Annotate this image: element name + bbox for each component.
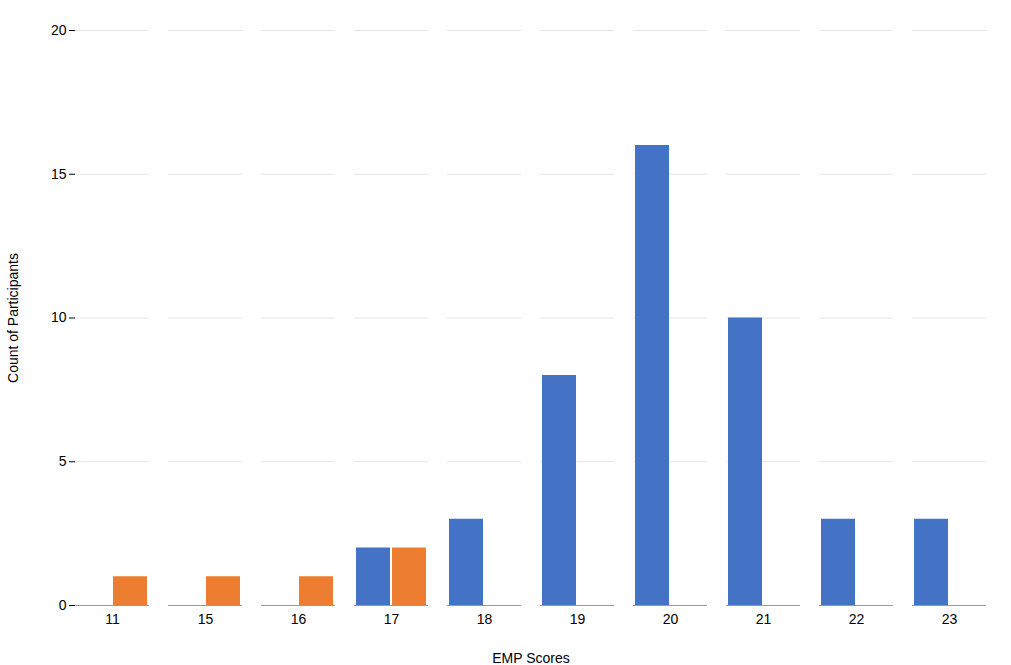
svg-text:0: 0 [59,597,67,613]
svg-text:21: 21 [756,611,772,627]
svg-text:18: 18 [477,611,493,627]
svg-text:5: 5 [59,453,67,469]
svg-text:20: 20 [51,22,67,38]
svg-text:15: 15 [198,611,214,627]
svg-text:23: 23 [942,611,958,627]
svg-text:Count of Participants: Count of Participants [5,253,21,383]
svg-text:16: 16 [291,611,307,627]
svg-text:10: 10 [51,309,67,325]
svg-text:15: 15 [51,166,67,182]
svg-text:17: 17 [384,611,400,627]
svg-text:20: 20 [663,611,679,627]
svg-text:22: 22 [849,611,865,627]
svg-text:19: 19 [570,611,586,627]
svg-text:EMP Scores: EMP Scores [492,650,570,665]
svg-text:11: 11 [105,611,120,627]
